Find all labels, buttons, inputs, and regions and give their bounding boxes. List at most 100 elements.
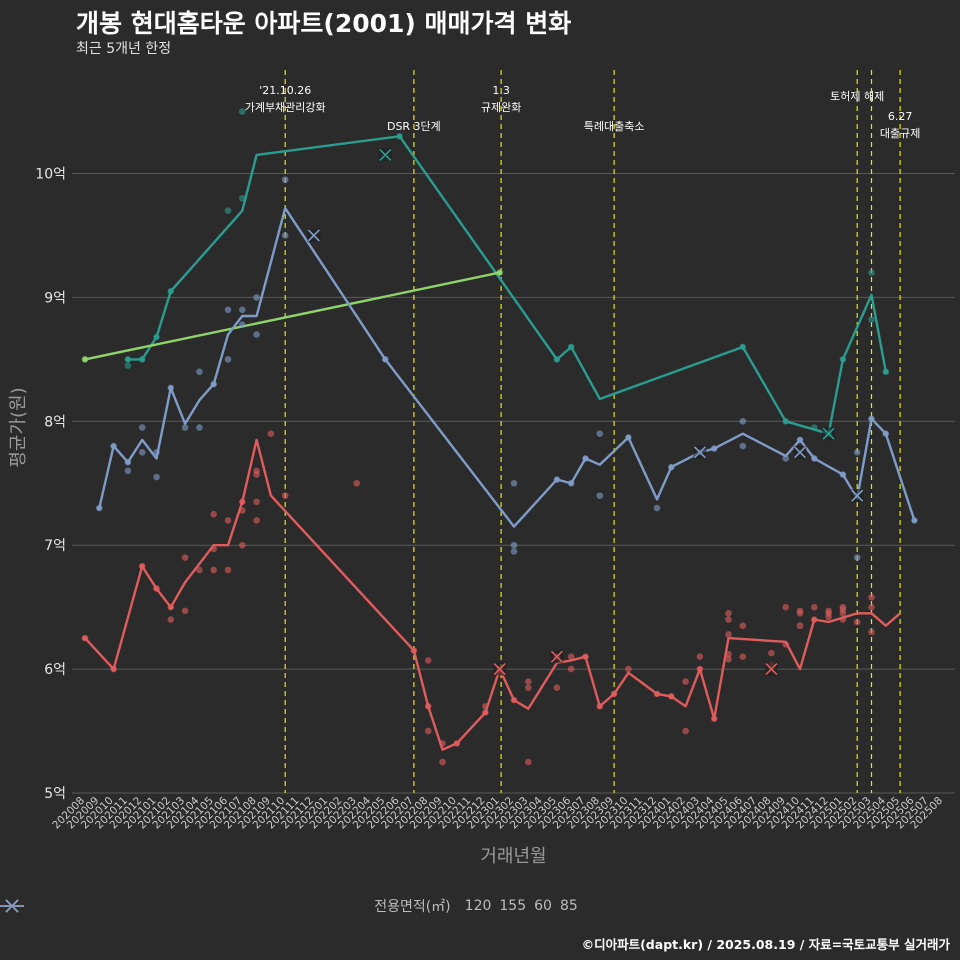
line-vertex: [811, 616, 817, 623]
data-point: [253, 498, 260, 506]
data-point: [725, 610, 732, 617]
line-vertex: [397, 133, 403, 139]
event-label: 6.27: [888, 110, 913, 123]
data-point: [281, 232, 289, 239]
y-tick-label: 7억: [44, 538, 66, 554]
line-vertex: [511, 697, 517, 703]
line-vertex: [82, 635, 88, 641]
data-point: [181, 607, 189, 615]
data-point: [596, 492, 604, 499]
data-point: [839, 610, 847, 617]
cross-marker: [379, 148, 392, 161]
data-point: [868, 603, 875, 611]
line-vertex: [497, 270, 503, 276]
data-point: [653, 504, 661, 512]
cross-marker: [851, 489, 864, 502]
data-point: [181, 554, 189, 561]
line-vertex: [783, 418, 789, 424]
line-vertex: [168, 288, 174, 294]
line-vertex: [111, 443, 117, 449]
data-point: [853, 448, 861, 456]
data-point: [281, 492, 289, 499]
legend-label: 85: [559, 898, 578, 914]
line-vertex: [740, 344, 746, 350]
data-point: [196, 368, 203, 376]
cross-marker: [793, 446, 807, 459]
data-point: [868, 593, 875, 601]
cross-marker: [765, 663, 778, 676]
data-point: [739, 442, 747, 450]
data-point: [868, 269, 875, 276]
x-axis-title: 거래년월: [480, 846, 546, 867]
legend: 전용면적(㎡) 120 155 60 85: [0, 896, 960, 916]
data-point: [682, 727, 689, 735]
line-vertex: [82, 356, 88, 362]
chart-subtitle: 최근 5개년 한정: [76, 41, 172, 57]
series-line: [127, 135, 887, 435]
y-tick-label: 6억: [44, 662, 66, 678]
data-point: [510, 541, 518, 549]
data-point: [853, 618, 861, 626]
event-label: 가계부채관리강화: [245, 101, 326, 114]
data-point: [625, 665, 632, 673]
line-vertex: [111, 666, 117, 672]
line-vertex: [454, 740, 460, 747]
cross-marker: [550, 650, 563, 663]
data-point: [224, 566, 232, 574]
data-point: [553, 684, 561, 691]
data-point: [239, 306, 246, 314]
data-point: [138, 424, 146, 431]
line-vertex: [840, 471, 846, 478]
legend-label: 60: [534, 898, 552, 914]
data-point: [567, 653, 575, 661]
line-vertex: [139, 356, 145, 362]
line-vertex: [568, 480, 574, 486]
data-point: [424, 657, 432, 664]
data-point: [439, 758, 446, 766]
data-point: [868, 316, 875, 324]
data-point: [782, 603, 789, 611]
line-vertex: [568, 344, 574, 350]
line-vertex: [554, 476, 560, 483]
data-point: [424, 727, 432, 735]
data-point: [811, 603, 818, 611]
line-vertex: [654, 691, 660, 697]
source-caption: ©디아파트(dapt.kr) / 2025.08.19 / 자료=국토교통부 실…: [581, 937, 950, 952]
data-point: [153, 473, 160, 481]
legend-item: 85: [0, 898, 578, 914]
y-axis-title: 평균가(원): [8, 387, 29, 467]
data-point: [525, 678, 532, 685]
data-point: [510, 479, 518, 487]
line-vertex: [582, 455, 589, 462]
data-point: [224, 356, 232, 363]
line-vertex: [582, 654, 589, 660]
data-point: [239, 541, 246, 549]
event-label: 1.3: [492, 84, 510, 97]
line-vertex: [597, 703, 603, 709]
line-vertex: [911, 517, 918, 524]
line-vertex: [868, 416, 875, 422]
data-point: [253, 294, 260, 301]
data-point: [239, 321, 246, 328]
event-label: 대출규제: [880, 127, 920, 140]
line-vertex: [883, 431, 889, 437]
legend-label: 120: [464, 898, 492, 914]
event-label: 규제완화: [481, 101, 521, 114]
cross-marker: [493, 663, 506, 676]
data-point: [196, 424, 203, 431]
y-tick-label: 10억: [35, 167, 66, 183]
cross-marker: [693, 446, 706, 459]
line-vertex: [611, 691, 617, 697]
data-point: [782, 455, 789, 462]
data-point: [525, 684, 532, 691]
line-vertex: [239, 499, 245, 505]
line-vertex: [840, 356, 846, 362]
data-point: [739, 653, 747, 661]
series-line: [84, 271, 500, 361]
line-vertex: [139, 563, 145, 569]
data-point: [124, 362, 132, 369]
data-point: [725, 616, 732, 623]
line-vertex: [153, 585, 160, 592]
data-point: [181, 424, 189, 431]
